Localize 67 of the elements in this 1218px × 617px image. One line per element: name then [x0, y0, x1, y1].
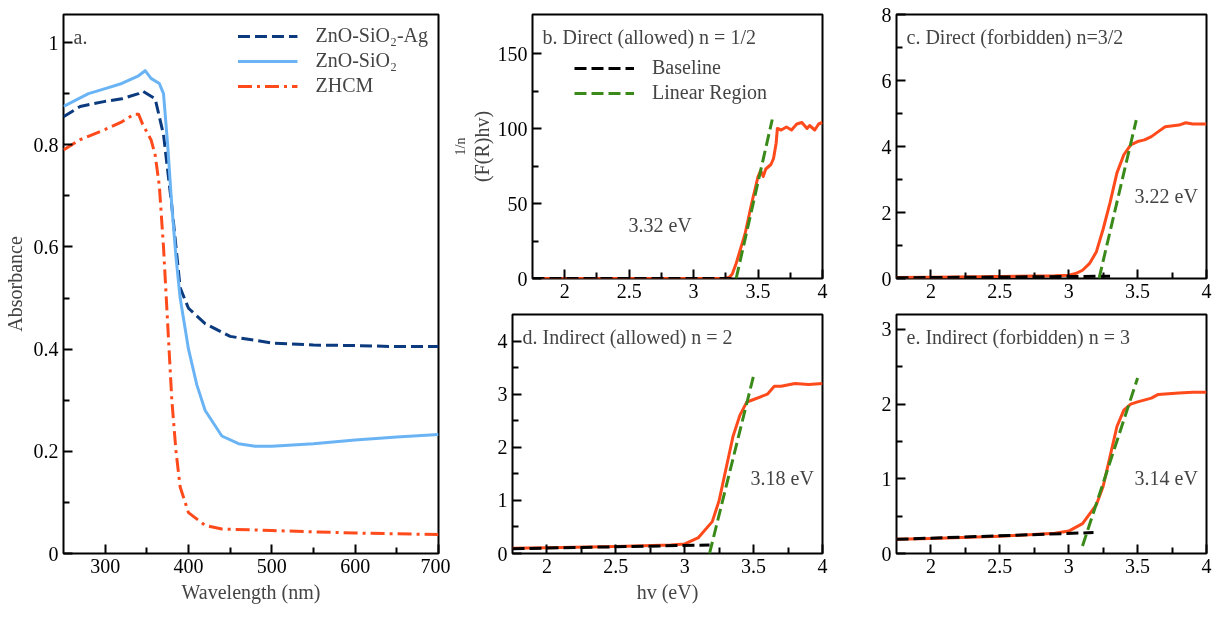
y-tick-label: 1	[48, 31, 59, 54]
x-tick-label: 2	[925, 554, 936, 577]
x-tick-label: 4	[1201, 279, 1212, 302]
x-tick-label: 3.5	[1125, 554, 1151, 577]
y-tick-label: 6	[881, 69, 892, 92]
y-tick-label: 0	[497, 542, 508, 565]
x-tick-label: 2	[925, 279, 936, 302]
y-tick-label: 0.4	[33, 338, 59, 361]
y-tick-label: 0.6	[33, 235, 59, 258]
y-tick-label: 100	[497, 117, 528, 140]
x-tick-label: 2.5	[987, 554, 1013, 577]
x-tick-label: 2	[541, 554, 552, 577]
x-tick-label: 2.5	[603, 554, 629, 577]
annotation: 3.14 eV	[1134, 466, 1199, 489]
x-tick-label: 600	[340, 554, 371, 577]
x-tick-label: 3	[688, 279, 699, 302]
x-tick-label: 4	[1201, 554, 1212, 577]
x-tick-label: 3.5	[1125, 279, 1151, 302]
y-tick-label: 0.8	[33, 133, 59, 156]
annotation: 3.18 eV	[750, 466, 815, 489]
y-tick-label: 2	[881, 201, 892, 224]
y-tick-label: 0	[48, 542, 59, 565]
y-tick-label: 8	[881, 3, 892, 26]
x-tick-label: 2.5	[987, 279, 1013, 302]
y-tick-label: 150	[497, 42, 528, 65]
x-tick-label: 2.5	[616, 279, 642, 302]
text: c. Direct (forbidden) n=3/2	[906, 25, 1124, 49]
x-tick-label: 3	[1063, 279, 1074, 302]
y-axis-title: Absorbance	[3, 236, 26, 332]
y-tick-label: 0	[881, 542, 892, 565]
y-tick-label: 2	[881, 393, 892, 416]
y-tick-label: 4	[497, 330, 508, 353]
annotation: 3.32 eV	[628, 214, 693, 237]
text: d. Indirect (allowed) n = 2	[522, 325, 733, 349]
legend-label: ZHCM	[315, 74, 374, 97]
y-tick-label: 50	[507, 192, 528, 215]
y-axis-title: (F(R)hv)1/n	[452, 110, 494, 183]
y-tick-label: 0	[881, 267, 892, 290]
y-tick-label: 0	[517, 267, 528, 290]
x-tick-label: 4	[817, 279, 828, 302]
y-tick-label: 3	[497, 383, 508, 406]
annotation: 3.22 eV	[1134, 185, 1199, 208]
x-tick-label: 300	[90, 554, 121, 577]
legend-label: ZnO-SiO₂	[315, 49, 397, 72]
y-tick-label: 1	[497, 489, 508, 512]
text: a.	[73, 25, 88, 48]
x-axis-title: hv (eV)	[636, 580, 699, 604]
x-tick-label: 700	[420, 554, 451, 577]
x-axis-title: Wavelength (nm)	[181, 580, 321, 604]
legend-label: Linear Region	[652, 81, 767, 104]
y-tick-label: 1	[881, 467, 892, 490]
text: b. Direct (allowed) n = 1/2	[542, 25, 756, 49]
y-tick-label: 3	[881, 318, 892, 341]
x-tick-label: 3.5	[745, 279, 771, 302]
legend-label: ZnO-SiO₂-Ag	[315, 24, 428, 47]
y-tick-label: 2	[497, 436, 508, 459]
x-tick-label: 3.5	[741, 554, 767, 577]
y-tick-label: 0.2	[33, 440, 59, 463]
x-tick-label: 2	[559, 279, 570, 302]
x-tick-label: 500	[256, 554, 287, 577]
x-tick-label: 3	[679, 554, 690, 577]
text: e. Indirect (forbidden) n = 3	[906, 325, 1130, 349]
legend-label: Baseline	[652, 56, 721, 79]
y-tick-label: 4	[881, 135, 892, 158]
x-tick-label: 3	[1063, 554, 1074, 577]
x-tick-label: 400	[173, 554, 204, 577]
x-tick-label: 4	[817, 554, 828, 577]
